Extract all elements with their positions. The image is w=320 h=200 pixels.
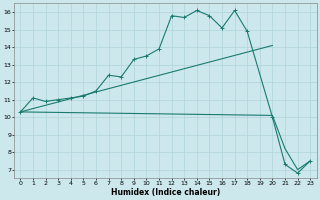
X-axis label: Humidex (Indice chaleur): Humidex (Indice chaleur) <box>111 188 220 197</box>
